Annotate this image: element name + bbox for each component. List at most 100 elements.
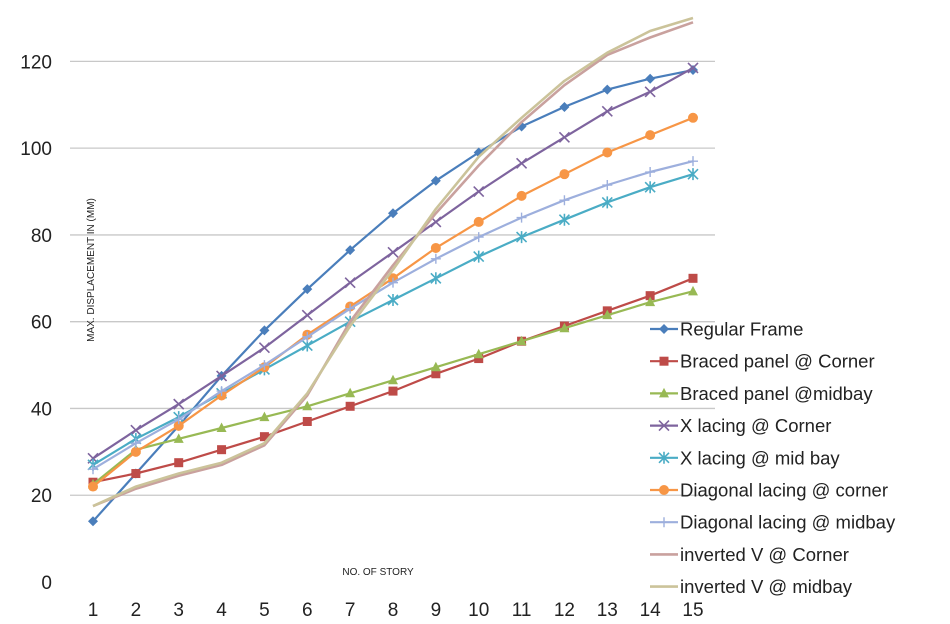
x-axis-ticks: 1 2 3 4 5 6 7 8 9 10 11 12 13 14 15 [88, 600, 704, 621]
y-tick-label: 0 [41, 573, 52, 594]
x-tick-label: 8 [388, 600, 399, 621]
data-point [388, 386, 398, 396]
y-axis-title: MAX. DISPLACEMENT IN (MM) [86, 198, 97, 342]
data-point [430, 361, 441, 372]
x-tick-label: 7 [345, 600, 356, 621]
series-line [92, 16, 694, 508]
data-point [559, 195, 570, 206]
data-point [644, 86, 656, 98]
series-x-lacing-corner [87, 62, 699, 464]
x-tick-label: 11 [512, 600, 532, 621]
y-tick-label: 60 [31, 313, 52, 334]
data-point [216, 370, 228, 382]
x-tick-label: 4 [216, 600, 227, 621]
series-line [92, 21, 694, 508]
data-point [688, 156, 698, 167]
data-point [216, 386, 227, 397]
data-point [645, 73, 656, 84]
x-axis-title: NO. OF STORY [342, 567, 414, 578]
data-point [388, 208, 398, 219]
data-point [216, 422, 227, 432]
data-point [687, 62, 699, 74]
data-point [659, 387, 669, 398]
data-point [559, 169, 570, 180]
data-point [258, 342, 270, 354]
legend-label: Diagonal lacing @ midbay [680, 512, 896, 533]
legend-label: Braced panel @ Corner [680, 351, 875, 372]
data-point [645, 296, 656, 307]
data-point [659, 517, 669, 528]
data-point [516, 335, 527, 346]
legend-item: inverted V @ midbay [650, 576, 853, 597]
data-point [473, 185, 485, 198]
data-point [644, 181, 656, 194]
legend-label: X lacing @ mid bay [680, 447, 840, 468]
y-tick-label: 80 [31, 226, 52, 247]
legend: Regular Frame Braced panel @ Corner Braced… [650, 319, 896, 597]
data-point [645, 291, 655, 301]
data-point [659, 324, 669, 334]
legend-item: Diagonal lacing @ corner [650, 480, 888, 501]
data-point [602, 180, 613, 191]
legend-label: inverted V @ Corner [680, 544, 849, 565]
x-tick-label: 14 [640, 600, 662, 621]
data-point [388, 277, 398, 288]
legend-item: Regular Frame [650, 319, 803, 340]
data-point [645, 130, 656, 141]
data-point [431, 369, 441, 379]
data-point [602, 309, 613, 320]
data-point [430, 272, 442, 285]
data-point [173, 433, 184, 443]
y-tick-label: 40 [31, 399, 52, 420]
data-point [344, 277, 356, 289]
data-point [602, 147, 613, 158]
data-point [430, 175, 441, 186]
data-point [473, 232, 484, 243]
data-point [302, 416, 312, 426]
legend-item: X lacing @ Corner [650, 415, 831, 436]
data-point [259, 432, 269, 442]
data-point [559, 322, 570, 333]
series-diagonal-lacing-midbay [88, 156, 698, 475]
data-point [259, 325, 270, 336]
data-point [88, 516, 98, 527]
data-point [301, 309, 313, 321]
data-point [174, 458, 184, 468]
x-tick-label: 6 [302, 600, 313, 621]
data-point [430, 242, 441, 253]
data-point [387, 246, 399, 258]
legend-label: Diagonal lacing @ corner [680, 480, 888, 501]
x-tick-label: 2 [131, 600, 142, 621]
series-inverted-v-corner [92, 21, 694, 508]
series-lines [87, 16, 699, 527]
data-point [387, 294, 399, 306]
data-point [688, 273, 698, 283]
legend-label: inverted V @ midbay [680, 576, 853, 597]
data-point [345, 401, 355, 411]
x-tick-label: 9 [431, 600, 442, 621]
data-point [658, 451, 670, 464]
data-point [173, 414, 184, 425]
data-point [259, 360, 270, 371]
data-point [302, 331, 313, 342]
data-point [516, 190, 527, 201]
data-point [345, 303, 356, 314]
data-point [688, 112, 698, 123]
gridlines [70, 60, 715, 496]
data-point [473, 348, 484, 359]
x-tick-label: 15 [682, 600, 703, 621]
data-point [558, 131, 570, 143]
data-point [131, 469, 141, 479]
data-point [688, 285, 698, 296]
legend-label: Braced panel @midbay [680, 383, 873, 404]
y-tick-label: 120 [20, 52, 52, 73]
data-point [430, 253, 441, 264]
y-axis-ticks: 0 20 40 60 80 100 120 [20, 52, 52, 594]
data-point [130, 424, 142, 436]
data-point [345, 387, 356, 398]
data-point [88, 481, 98, 492]
data-point [302, 400, 313, 411]
x-tick-label: 10 [468, 600, 489, 621]
series-inverted-v-midbay [92, 16, 694, 508]
